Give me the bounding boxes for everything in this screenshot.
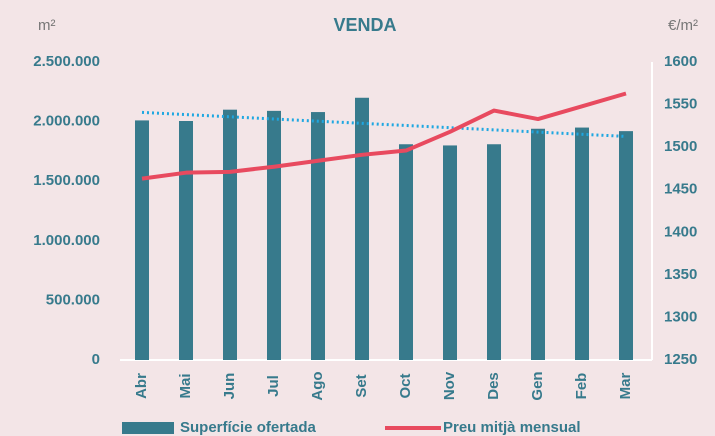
bar xyxy=(179,121,193,360)
legend-label: Preu mitjà mensual xyxy=(443,419,581,436)
x-tick-label: Des xyxy=(485,372,502,400)
x-tick-label: Mai xyxy=(177,373,194,398)
y-tick-label: 2.500.000 xyxy=(33,53,100,70)
x-tick-label: Jun xyxy=(221,373,238,400)
y2-tick-label: 1300 xyxy=(664,308,697,325)
y-tick-label: 0 xyxy=(92,351,100,368)
bar xyxy=(619,131,633,360)
y2-tick-label: 1550 xyxy=(664,96,697,113)
x-tick-label: Nov xyxy=(441,371,458,400)
y2-tick-label: 1400 xyxy=(664,223,697,240)
bar xyxy=(135,120,149,361)
x-tick-label: Ago xyxy=(309,371,326,400)
bar xyxy=(443,145,457,360)
legend-label: Superfície ofertada xyxy=(180,419,317,436)
bar xyxy=(355,97,369,360)
bar xyxy=(487,144,501,360)
x-tick-label: Oct xyxy=(397,373,414,398)
y-tick-label: 1.500.000 xyxy=(33,172,100,189)
y2-tick-label: 1250 xyxy=(664,351,697,368)
y-tick-label: 1.000.000 xyxy=(33,232,100,249)
x-tick-label: Gen xyxy=(529,371,546,400)
y2-tick-label: 1450 xyxy=(664,181,697,198)
y-tick-label: 2.000.000 xyxy=(33,113,100,130)
y-axis-label: m² xyxy=(38,17,56,34)
chart-title: VENDA xyxy=(333,15,396,35)
bar xyxy=(223,109,237,361)
bar xyxy=(267,110,281,360)
bar xyxy=(399,144,413,360)
x-tick-label: Jul xyxy=(265,375,282,397)
bar xyxy=(311,112,325,361)
y2-tick-label: 1500 xyxy=(664,138,697,155)
x-tick-label: Abr xyxy=(133,373,150,399)
line xyxy=(141,91,627,181)
x-tick-label: Set xyxy=(353,374,370,397)
y2-axis-label: €/m² xyxy=(668,17,698,34)
legend-swatch xyxy=(122,422,174,434)
x-tick-label: Feb xyxy=(573,373,590,400)
bar xyxy=(531,128,545,360)
trend-line xyxy=(141,110,627,138)
y2-tick-label: 1350 xyxy=(664,266,697,283)
y-tick-label: 500.000 xyxy=(46,291,100,308)
bar xyxy=(575,127,589,360)
y2-tick-label: 1600 xyxy=(664,53,697,70)
x-tick-label: Mar xyxy=(617,373,634,400)
